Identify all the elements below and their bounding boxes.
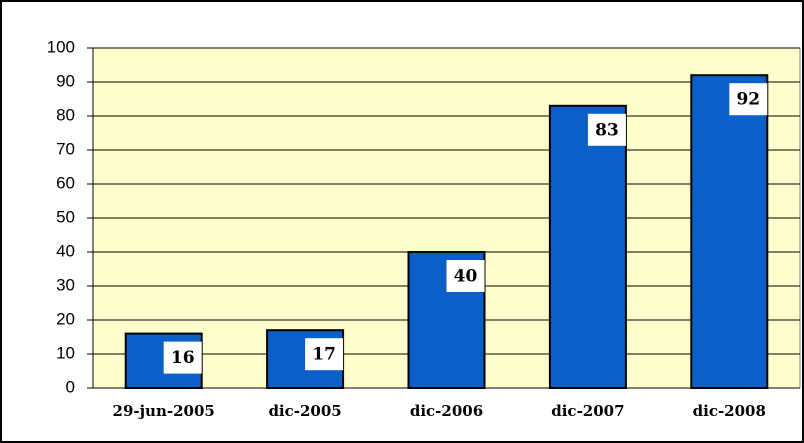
value-label-box — [729, 83, 768, 116]
y-tick-label: 10 — [56, 343, 75, 362]
y-tick-label: 60 — [56, 173, 75, 192]
y-tick-label: 90 — [56, 71, 75, 90]
y-tick-label: 20 — [56, 309, 75, 328]
x-tick-label: dic-2007 — [551, 402, 624, 420]
x-tick-label: dic-2006 — [410, 402, 483, 420]
value-label: 83 — [595, 120, 619, 140]
value-label: 17 — [312, 345, 336, 365]
value-label-box — [305, 338, 344, 371]
bar — [548, 104, 627, 390]
y-tick-label: 50 — [56, 207, 75, 226]
value-label-box — [446, 260, 485, 292]
y-tick-label: 70 — [56, 139, 75, 158]
x-tick-label: dic-2008 — [693, 402, 766, 420]
y-tick-label: 80 — [56, 105, 75, 124]
x-tick-label: dic-2005 — [268, 402, 341, 420]
value-label-box — [587, 113, 626, 146]
y-tick-label: 40 — [56, 241, 75, 260]
value-label: 92 — [736, 90, 760, 110]
value-label-box — [163, 341, 202, 374]
x-tick-label: 29-jun-2005 — [113, 402, 215, 420]
y-tick-label: 100 — [47, 37, 75, 56]
value-label: 16 — [171, 348, 195, 368]
y-tick-label: 0 — [66, 377, 75, 396]
value-label: 40 — [454, 267, 478, 287]
bar — [690, 74, 769, 389]
y-tick-label: 30 — [56, 275, 75, 294]
